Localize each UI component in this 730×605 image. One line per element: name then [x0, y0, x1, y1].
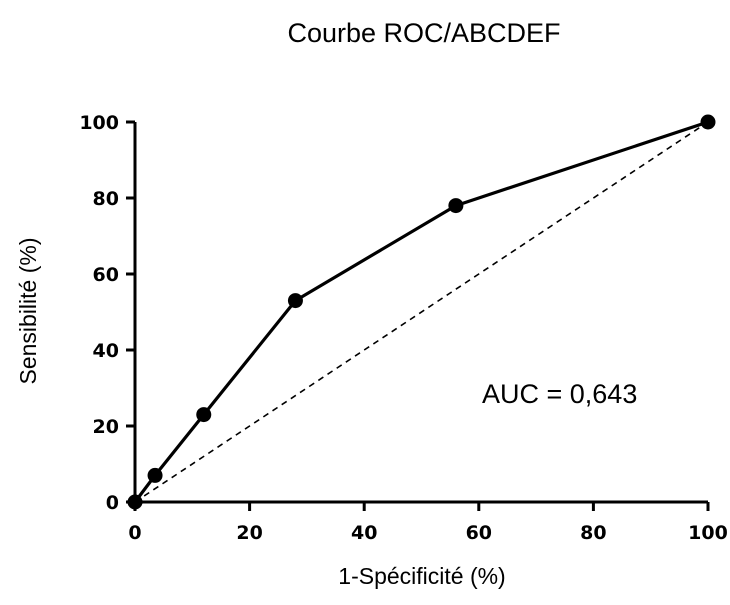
- y-tick-label-4: 80: [93, 188, 119, 210]
- y-tick-label-3: 60: [93, 264, 119, 286]
- y-tick-label-2: 40: [93, 340, 119, 362]
- series-1-line: [134, 121, 709, 503]
- x-tick-label-0: 0: [128, 522, 141, 544]
- y-axis-label: Sensibilité (%): [15, 238, 41, 385]
- x-tick-label-3: 60: [466, 522, 492, 544]
- auc-annotation: AUC = 0,643: [482, 379, 637, 409]
- series-0-point-3: [287, 293, 303, 309]
- series-0-point-1: [147, 467, 163, 483]
- series-0-point-2: [196, 407, 212, 423]
- x-tick-label-2: 40: [351, 522, 377, 544]
- x-tick-label-4: 80: [580, 522, 606, 544]
- x-axis-label: 1-Spécificité (%): [338, 563, 505, 589]
- x-tick-label-1: 20: [236, 522, 262, 544]
- x-tick-label-5: 100: [688, 522, 728, 544]
- y-tick-label-1: 20: [93, 416, 119, 438]
- series-0-point-4: [448, 198, 464, 214]
- y-tick-label-0: 0: [106, 492, 119, 514]
- plot-area: 0 20 40 60 80 100 0 20 40 60 80 100: [79, 112, 728, 544]
- chart-title: Courbe ROC/ABCDEF: [287, 18, 560, 48]
- origin-marker: [126, 493, 144, 511]
- y-tick-label-5: 100: [79, 112, 119, 134]
